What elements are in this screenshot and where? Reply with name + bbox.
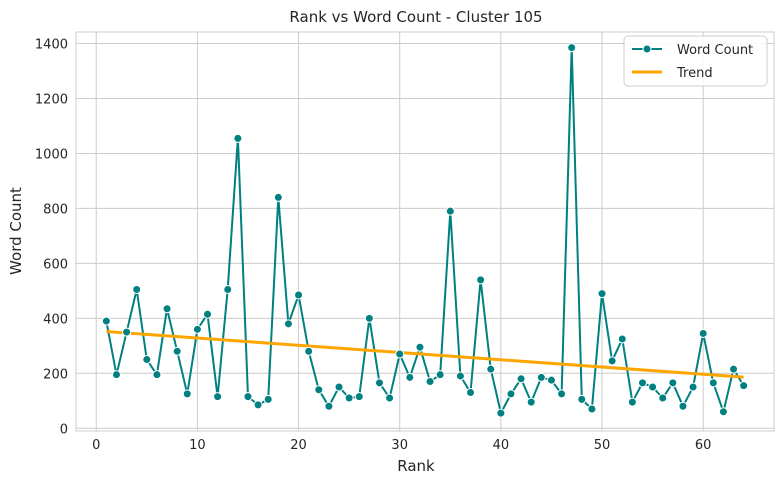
word-count-point xyxy=(739,381,749,391)
word-count-point xyxy=(385,393,395,403)
x-tick-label: 20 xyxy=(290,438,307,453)
word-count-point xyxy=(668,378,678,388)
word-count-point xyxy=(567,43,577,53)
word-count-point xyxy=(182,389,192,399)
x-tick-label: 0 xyxy=(92,438,100,453)
series-layer xyxy=(101,43,749,418)
word-count-point xyxy=(354,392,364,402)
word-count-point xyxy=(425,377,435,387)
word-count-point xyxy=(223,284,233,294)
x-tick-label: 50 xyxy=(594,438,611,453)
word-count-point xyxy=(344,393,354,403)
word-count-point xyxy=(486,364,496,374)
legend-trend-label: Trend xyxy=(676,66,713,81)
word-count-point xyxy=(617,334,627,344)
x-tick-label: 10 xyxy=(189,438,206,453)
word-count-point xyxy=(294,290,304,300)
word-count-point xyxy=(304,346,314,356)
word-count-point xyxy=(496,408,506,418)
word-count-point xyxy=(364,313,374,323)
word-count-point xyxy=(698,328,708,338)
word-count-point xyxy=(273,192,283,202)
word-count-point xyxy=(729,364,739,374)
word-count-point xyxy=(374,378,384,388)
word-count-point xyxy=(597,289,607,299)
word-count-line xyxy=(105,46,745,415)
word-count-point xyxy=(283,319,293,329)
y-tick-labels: 0 200 400 600 800 1000 1200 1400 xyxy=(35,38,68,438)
word-count-point xyxy=(152,370,162,380)
word-count-point xyxy=(243,392,253,402)
legend: Word Count Trend xyxy=(623,35,768,87)
trend-line xyxy=(106,330,744,379)
word-count-point xyxy=(111,370,121,380)
word-count-point xyxy=(546,375,556,385)
y-tick-label: 400 xyxy=(43,312,68,327)
grid xyxy=(76,32,774,431)
word-count-point xyxy=(162,304,172,314)
word-count-point xyxy=(101,316,111,326)
word-count-point xyxy=(263,394,273,404)
y-tick-label: 200 xyxy=(43,367,68,382)
x-tick-labels: 0 10 20 30 40 50 60 xyxy=(92,438,711,453)
word-count-point xyxy=(203,309,213,319)
legend-word-count-marker xyxy=(642,44,652,54)
word-count-point xyxy=(395,349,405,359)
word-count-point xyxy=(688,382,698,392)
x-tick-label: 40 xyxy=(493,438,510,453)
y-tick-label: 1200 xyxy=(35,93,68,108)
word-count-point xyxy=(708,378,718,388)
word-count-point xyxy=(607,356,617,366)
word-count-point xyxy=(516,374,526,384)
word-count-point xyxy=(627,397,637,407)
word-count-point xyxy=(415,342,425,352)
legend-word-count-label: Word Count xyxy=(677,43,753,58)
word-count-point xyxy=(466,388,476,398)
word-count-point xyxy=(132,284,142,294)
word-count-point xyxy=(213,392,223,402)
word-count-point xyxy=(324,401,334,411)
word-count-point xyxy=(506,389,516,399)
x-tick-label: 30 xyxy=(391,438,408,453)
chart-title: Rank vs Word Count - Cluster 105 xyxy=(289,8,542,26)
word-count-point xyxy=(637,378,647,388)
word-count-point xyxy=(405,372,415,382)
word-count-point xyxy=(233,133,243,143)
y-tick-label: 0 xyxy=(60,422,68,437)
y-tick-label: 800 xyxy=(43,202,68,217)
word-count-point xyxy=(455,371,465,381)
y-tick-label: 600 xyxy=(43,257,68,272)
word-count-point xyxy=(192,324,202,334)
word-count-point xyxy=(476,275,486,285)
x-axis-title: Rank xyxy=(397,457,435,475)
word-count-point xyxy=(172,346,182,356)
word-count-point xyxy=(526,397,536,407)
y-axis-title: Word Count xyxy=(7,187,25,275)
word-count-point xyxy=(577,394,587,404)
word-count-point xyxy=(334,382,344,392)
word-count-point xyxy=(445,206,455,216)
word-count-point xyxy=(142,355,152,365)
word-count-point xyxy=(587,404,597,414)
word-count-point xyxy=(253,400,263,410)
word-count-point xyxy=(314,385,324,395)
word-count-point xyxy=(718,407,728,417)
word-count-point xyxy=(122,327,132,337)
y-tick-label: 1400 xyxy=(35,38,68,53)
x-tick-label: 60 xyxy=(695,438,712,453)
y-tick-label: 1000 xyxy=(35,147,68,162)
word-count-point xyxy=(536,372,546,382)
word-count-point xyxy=(678,401,688,411)
word-count-point xyxy=(648,382,658,392)
plot-frame xyxy=(75,31,775,432)
word-count-point xyxy=(557,389,567,399)
word-count-point xyxy=(658,393,668,403)
word-count-point xyxy=(435,370,445,380)
